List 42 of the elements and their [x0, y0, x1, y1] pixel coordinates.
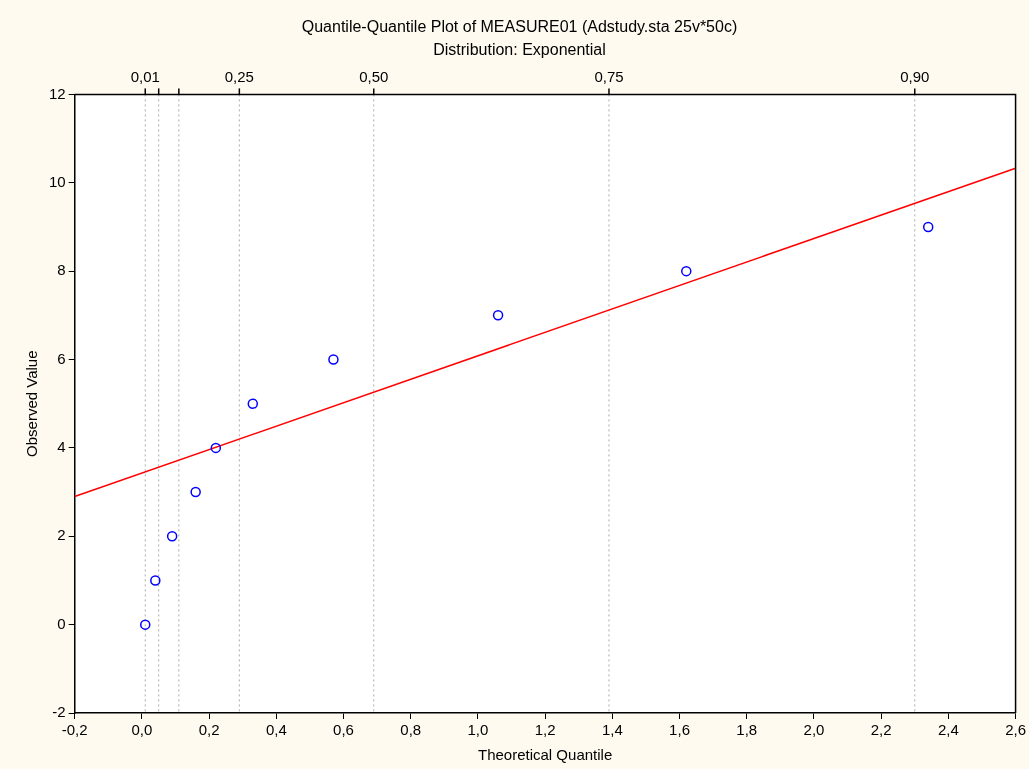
y-tick-label: 6	[57, 349, 66, 367]
y-tick-label: 4	[57, 438, 66, 456]
x-tick-label: 0,6	[333, 721, 354, 739]
y-tick-label: 10	[49, 172, 66, 190]
y-tick-label: 8	[57, 261, 66, 279]
x-tick-label: 1,6	[669, 721, 690, 739]
x-tick-label: 2,0	[803, 721, 825, 739]
point	[328, 354, 339, 365]
point	[190, 486, 201, 498]
annotation: 0,50	[359, 68, 389, 86]
chart-title: Quantile-Quantile Plot of MEASURE01 (Adstudy.sta 25v*50c)	[301, 18, 738, 36]
y-tick-label: -2	[52, 703, 66, 721]
x-tick-label: -0,2	[61, 721, 88, 739]
x-tick-label: 2,6	[1005, 721, 1026, 739]
y-tick-label: 12	[49, 84, 66, 102]
point	[166, 531, 178, 542]
x-tick-label: 0,2	[198, 721, 220, 739]
point	[210, 442, 222, 454]
y-axis-title: Observed Value	[23, 350, 41, 457]
point	[140, 619, 151, 630]
x-axis-title: Theoretical Quantile	[478, 746, 613, 764]
point	[922, 221, 934, 233]
annotation: 0,75	[594, 68, 624, 86]
x-tick-label: 1,2	[534, 721, 556, 739]
x-tick-label: 0,0	[131, 721, 153, 739]
x-tick-label: 1,0	[467, 721, 489, 739]
annotation: 0,90	[900, 68, 930, 86]
x-tick-label: 1,8	[736, 721, 758, 739]
x-tick-label: 1,4	[601, 721, 623, 739]
point	[492, 310, 504, 321]
point	[681, 265, 692, 277]
chart-subtitle: Distribution: Exponential	[433, 41, 606, 59]
x-tick-label: 0,4	[265, 721, 287, 739]
annotation: 0,01	[130, 68, 160, 86]
point	[247, 398, 259, 409]
y-tick-label: 2	[57, 526, 66, 544]
point	[150, 575, 161, 586]
x-tick-label: 0,8	[400, 721, 422, 739]
y-tick-label: 0	[57, 614, 66, 632]
annotation: 0,25	[224, 68, 254, 86]
x-tick-label: 2,2	[870, 721, 892, 739]
x-tick-label: 2,4	[937, 721, 959, 739]
